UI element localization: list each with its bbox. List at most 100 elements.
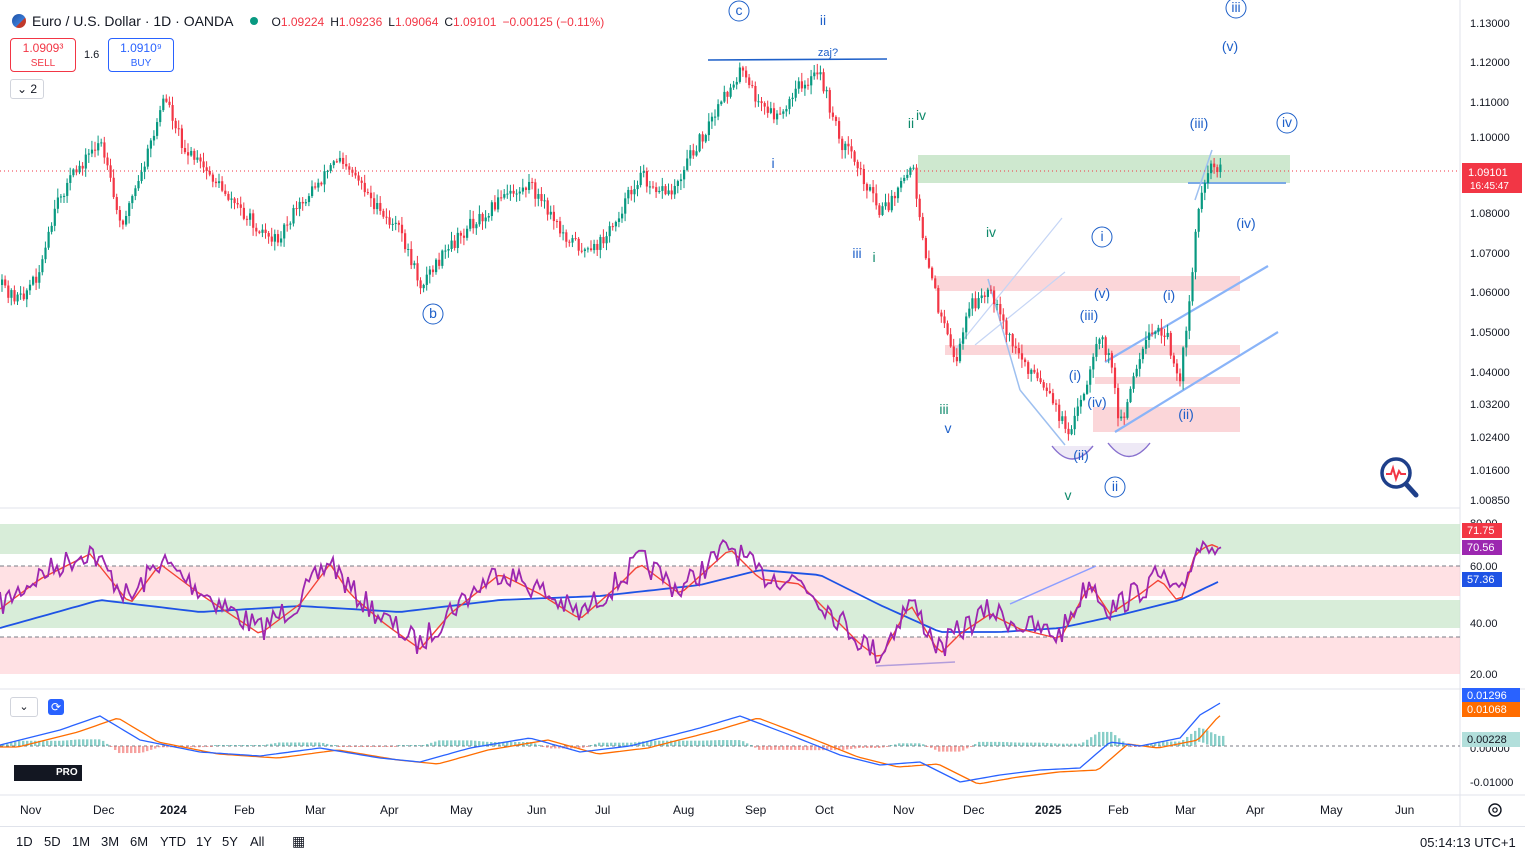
- candle-body: [1206, 173, 1210, 184]
- candle-body: [856, 161, 859, 169]
- macd-hist-bar: [994, 741, 997, 746]
- timeframe-button[interactable]: 5Y: [222, 834, 238, 849]
- macd-hist-bar: [882, 746, 885, 748]
- timeframe-button[interactable]: All: [250, 834, 265, 849]
- price-tick: 1.05000: [1470, 327, 1510, 339]
- macd-hist-bar: [326, 743, 329, 746]
- symbol-legend[interactable]: Euro / U.S. Dollar · 1D · OANDA O1.09224 H…: [12, 13, 610, 29]
- sell-button[interactable]: 1.0909³ SELL: [10, 38, 76, 72]
- candle-body: [292, 208, 295, 224]
- clock[interactable]: 05:14:13 UTC+1: [1420, 835, 1516, 850]
- macd-hist-bar: [962, 746, 965, 751]
- rsi-tick: 20.00: [1470, 669, 1498, 681]
- candle-body: [128, 203, 131, 217]
- macd-hist-bar: [298, 742, 301, 746]
- candle-body: [630, 189, 633, 195]
- macd-hist-bar: [838, 746, 841, 751]
- macd-hist-bar: [114, 746, 117, 750]
- macd-hist-bar: [122, 746, 125, 754]
- wave-label-circle: [728, 0, 750, 22]
- macd-hist-bar: [518, 742, 521, 746]
- macd-hist-bar: [946, 746, 949, 752]
- candle-body: [1011, 334, 1014, 347]
- candle-body: [605, 236, 608, 244]
- macd-hist-bar: [582, 746, 585, 748]
- candle-body: [627, 189, 630, 199]
- macd-hist-bar: [1210, 732, 1213, 746]
- candle-body: [103, 142, 106, 158]
- candle-body: [410, 249, 413, 266]
- time-tick: Sep: [745, 803, 767, 817]
- calendar-range-icon[interactable]: ▦: [292, 833, 306, 849]
- candle-body: [512, 190, 515, 194]
- timeframe-button[interactable]: YTD: [160, 834, 186, 849]
- candle-body: [348, 166, 351, 170]
- time-axis[interactable]: Nov Dec 2024 Feb Mar Apr May Jun Jul Aug Sep Oct Nov…: [20, 803, 1414, 817]
- macd-hist-bar: [770, 746, 773, 750]
- candle-body: [754, 85, 757, 102]
- timeframe-button[interactable]: 1M: [72, 834, 91, 849]
- candle-body: [106, 157, 109, 166]
- candle-body: [1048, 390, 1051, 394]
- magnifier-chart-icon[interactable]: [1380, 457, 1419, 498]
- candle-body: [872, 187, 875, 194]
- macd-hist-bar: [342, 746, 345, 747]
- pane-collapse-button[interactable]: ⌄: [10, 697, 38, 717]
- macd-hist-bar: [602, 742, 605, 746]
- candle-body: [484, 217, 487, 222]
- candle-body: [661, 186, 664, 191]
- candle-body: [763, 103, 766, 107]
- candle-body: [1144, 339, 1148, 349]
- macd-hist-bar: [1038, 742, 1041, 746]
- macd-hist-bar: [14, 741, 17, 746]
- macd-hist-bar: [1118, 738, 1121, 746]
- timeframe-button[interactable]: 5D: [44, 834, 61, 849]
- macd-hist-bar: [1006, 742, 1009, 746]
- candle-body: [518, 191, 521, 194]
- macd-hist-bar: [290, 742, 293, 746]
- candle-body: [825, 90, 828, 92]
- candle-body: [794, 88, 797, 98]
- candle-body: [453, 240, 456, 248]
- macd-hist-bar: [406, 745, 409, 746]
- macd-hist-bar: [42, 740, 45, 746]
- time-tick: 2024: [160, 803, 187, 817]
- macd-hist-bar: [1010, 742, 1013, 746]
- candle-body: [490, 202, 493, 217]
- macd-hist-bar: [438, 740, 441, 746]
- candle-body: [1092, 356, 1095, 370]
- indicators-toggle[interactable]: ⌄ 2: [10, 79, 44, 99]
- candle-body: [1, 279, 4, 285]
- macd-hist-bar: [478, 741, 481, 746]
- candle-body: [1089, 369, 1092, 385]
- wave-label: b: [429, 305, 437, 321]
- wave-label: (iv): [1236, 215, 1255, 231]
- macd-hist-bar: [334, 745, 337, 746]
- chevron-down-icon: ⌄: [19, 701, 29, 713]
- price-axis[interactable]: 1.13000 1.12000 1.11000 1.10000 1.08000 1.070…: [1470, 18, 1510, 507]
- macd-tag: 0.01068: [1467, 704, 1507, 716]
- candle-body: [4, 279, 7, 286]
- candle-body: [949, 334, 952, 347]
- candle-body: [766, 106, 769, 113]
- macd-hist-bar: [78, 739, 81, 746]
- timeframe-button[interactable]: 6M: [130, 834, 149, 849]
- macd-hist-bar: [886, 746, 889, 747]
- timeframe-button[interactable]: 1Y: [196, 834, 212, 849]
- candle-body: [143, 166, 146, 172]
- candle-body: [999, 304, 1002, 315]
- macd-hist-bar: [458, 740, 461, 746]
- candle-body: [140, 171, 143, 181]
- timeframe-button[interactable]: 1D: [16, 834, 33, 849]
- settings-gear-icon[interactable]: [1488, 803, 1502, 817]
- macd-hist-bar: [502, 742, 505, 746]
- refresh-icon[interactable]: ⟳: [48, 699, 64, 715]
- buy-button[interactable]: 1.0910⁹ BUY: [108, 38, 174, 72]
- timeframe-button[interactable]: 3M: [101, 834, 120, 849]
- candle-body: [1076, 406, 1079, 416]
- macd-hist-bar: [366, 746, 369, 747]
